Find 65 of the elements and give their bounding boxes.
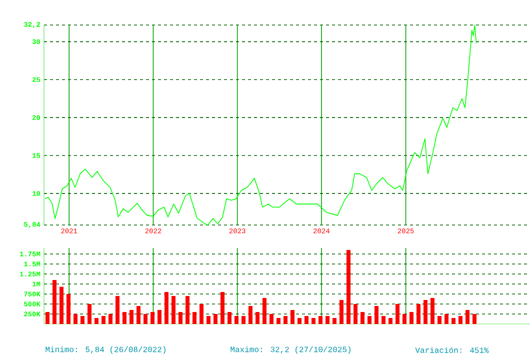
bar xyxy=(396,304,400,324)
bar xyxy=(122,312,126,324)
bar xyxy=(234,316,238,324)
bar xyxy=(298,318,302,324)
bar xyxy=(466,310,470,324)
bar xyxy=(354,304,358,324)
bar xyxy=(304,316,309,324)
bar xyxy=(102,316,106,324)
bar xyxy=(200,304,204,324)
bar xyxy=(284,316,288,324)
bar xyxy=(192,312,196,324)
bar xyxy=(80,316,84,324)
bar xyxy=(424,300,428,324)
bar xyxy=(172,296,176,324)
bar xyxy=(248,306,252,324)
bar xyxy=(130,310,134,324)
text: Minimo: 5,84 (26/08/2022) xyxy=(46,346,166,354)
bar xyxy=(276,318,280,324)
bar xyxy=(46,312,50,324)
bar xyxy=(144,314,148,324)
bar xyxy=(346,250,351,324)
bar xyxy=(374,306,378,324)
bar xyxy=(318,316,322,324)
bar xyxy=(52,280,57,324)
bar xyxy=(270,314,274,324)
bar xyxy=(256,312,260,324)
bar xyxy=(60,286,64,324)
bar xyxy=(340,300,344,324)
bar xyxy=(108,314,113,324)
bar xyxy=(452,318,456,324)
bar xyxy=(368,316,372,324)
text: Maximo: 32,2 (27/10/2025) xyxy=(230,346,350,354)
bar xyxy=(458,316,462,324)
bar xyxy=(444,314,448,324)
bar xyxy=(136,306,141,324)
bar xyxy=(74,314,78,324)
bar xyxy=(214,314,218,324)
bar xyxy=(430,298,434,324)
bar xyxy=(388,318,392,324)
bar xyxy=(290,310,294,324)
bar xyxy=(360,312,364,324)
bar xyxy=(332,318,336,324)
bar xyxy=(416,304,420,324)
bar xyxy=(94,318,99,324)
bar xyxy=(326,316,330,324)
bar xyxy=(178,312,183,324)
bar xyxy=(402,314,406,324)
bar xyxy=(220,292,225,324)
bar xyxy=(186,296,190,324)
bar xyxy=(158,310,162,324)
bar xyxy=(206,316,210,324)
bar xyxy=(382,316,386,324)
text: Variación: 451% xyxy=(415,347,489,353)
bar xyxy=(312,318,316,324)
bar xyxy=(150,312,155,324)
bar xyxy=(262,298,267,324)
bar xyxy=(438,316,442,324)
bar xyxy=(472,314,476,324)
bar xyxy=(66,294,71,324)
bar xyxy=(164,292,168,324)
bar xyxy=(88,304,92,324)
bar xyxy=(116,296,120,324)
bar xyxy=(228,312,232,324)
bar xyxy=(410,312,414,324)
bar xyxy=(242,316,246,324)
